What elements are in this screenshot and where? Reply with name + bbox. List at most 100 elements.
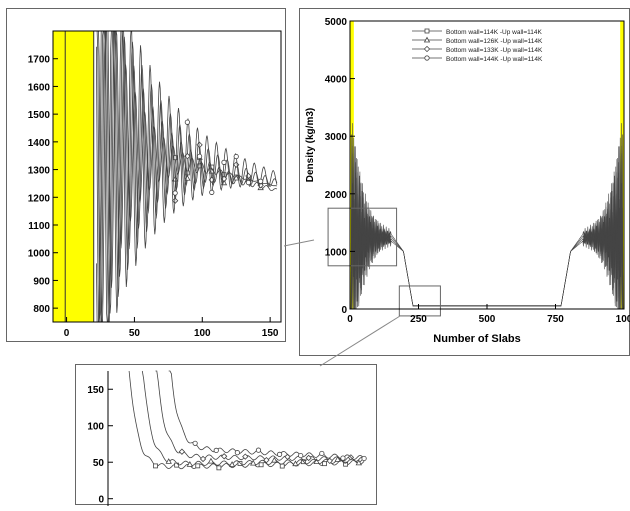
main-x-tick-label: 0: [347, 314, 353, 325]
bottom-inset-marker: [213, 447, 219, 453]
main-y-tick-label: 2000: [325, 190, 348, 201]
bottom-inset-y-tick-label: 0: [98, 495, 104, 506]
bottom-inset-y-tick-label: 50: [93, 458, 105, 469]
bottom-inset-marker: [192, 440, 198, 446]
main-y-axis-label: Density (kg/m3): [305, 108, 316, 182]
legend-entry-label: Bottom wall=126K -Up wall=114K: [446, 38, 543, 45]
bottom-inset-marker: [174, 462, 180, 468]
left-inset-marker: [245, 179, 252, 186]
main-density-chart: 0 250 500 750 100010002000300040005000Number…: [305, 17, 630, 345]
left-inset-marker: [196, 153, 203, 159]
legend-entry-label: Bottom wall=114K -Up wall=114K: [446, 29, 543, 36]
left-inset-wall-band: [53, 31, 66, 322]
left-zoom-chart: 0 50 100 150 800 900 1000 1100 1200 1300 1400 1500 1…: [28, 30, 282, 339]
bottom-inset-marker: [186, 461, 194, 467]
left-inset-y-tick-label: 1000: [28, 249, 51, 260]
bottom-inset-marker: [326, 457, 333, 465]
bottom-inset-marker: [279, 463, 285, 469]
left-inset-marker: [258, 178, 264, 184]
left-inset-y-tick-label: 1200: [28, 193, 51, 204]
bottom-inset-marker: [228, 461, 236, 467]
density-series-line: [350, 137, 624, 310]
bottom-inset-marker: [298, 452, 304, 459]
bottom-inset-marker: [343, 461, 349, 467]
left-inset-series-line: [96, 30, 278, 323]
main-x-tick-label: 750: [547, 314, 564, 325]
left-inset-marker: [172, 155, 178, 161]
left-inset-y-tick-label: 900: [33, 276, 50, 287]
left-inset-y-tick-label: 800: [33, 304, 50, 315]
left-inset-marker: [209, 189, 215, 195]
bottom-inset-marker: [234, 450, 240, 456]
legend-entry-label: Bottom wall=133K -Up wall=114K: [446, 47, 543, 54]
bottom-inset-y-tick-label: 100: [87, 422, 104, 433]
bottom-inset-marker: [263, 456, 270, 464]
density-series-line: [350, 123, 624, 310]
left-inset-wall-band: [65, 31, 94, 322]
bottom-inset-marker: [220, 453, 228, 460]
left-inset-y-tick-label: 1300: [28, 166, 51, 177]
left-inset-x-tick-label: 100: [194, 328, 211, 339]
bottom-inset-marker: [271, 456, 278, 463]
legend-marker: [424, 55, 430, 61]
bottom-inset-marker: [165, 458, 172, 464]
bottom-zoom-panel: 0 50 100 150: [75, 364, 377, 506]
left-inset-y-tick-label: 1600: [28, 82, 51, 93]
bottom-inset-marker: [355, 459, 362, 466]
bottom-inset-marker: [207, 457, 215, 464]
zoom-box-left: [327, 207, 398, 267]
legend-marker: [423, 36, 431, 43]
left-inset-y-tick-label: 1100: [28, 221, 50, 232]
bottom-zoom-chart: 0 50 100 150: [87, 370, 367, 506]
bottom-inset-marker: [237, 461, 243, 466]
bottom-inset-series-line: [141, 370, 365, 466]
bottom-inset-marker: [322, 461, 327, 467]
left-zoom-panel: 0 50 100 150 800 900 1000 1100 1200 1300 1400 1500 1…: [6, 8, 286, 342]
bottom-inset-marker: [313, 458, 320, 464]
left-inset-y-tick-label: 1500: [28, 110, 51, 121]
bottom-inset-series-line: [168, 370, 365, 460]
left-inset-frame: [52, 30, 282, 323]
bottom-inset-marker: [195, 463, 201, 469]
bottom-inset-marker: [334, 456, 341, 462]
left-inset-marker: [233, 174, 240, 181]
legend-entry-label: Bottom wall=144K -Up wall=114K: [446, 56, 543, 63]
bottom-inset-marker: [178, 448, 186, 455]
bottom-inset-marker: [277, 451, 283, 458]
bottom-inset-marker: [250, 459, 257, 466]
bottom-inset-marker: [258, 462, 264, 468]
bottom-inset-marker: [340, 455, 346, 461]
density-series-line: [350, 152, 624, 310]
bottom-inset-marker: [292, 460, 299, 467]
main-x-tick-label: 100: [616, 314, 630, 325]
bottom-inset-marker: [361, 455, 367, 462]
main-y-tick-label: 5000: [325, 17, 348, 28]
main-y-tick-label: 1000: [325, 247, 348, 258]
legend-marker: [423, 45, 431, 53]
main-x-tick-label: 250: [410, 314, 427, 325]
bottom-inset-marker: [242, 453, 249, 460]
left-inset-x-tick-label: 150: [262, 328, 279, 339]
bottom-inset-y-tick-label: 150: [87, 385, 104, 396]
bottom-inset-marker: [199, 455, 207, 463]
main-y-tick-label: 0: [341, 305, 347, 316]
left-inset-series-line: [96, 30, 278, 323]
main-y-tick-label: 3000: [325, 132, 348, 143]
left-inset-marker: [184, 174, 191, 181]
bottom-inset-marker: [305, 454, 312, 462]
bottom-inset-marker: [216, 465, 222, 471]
bottom-inset-marker: [319, 450, 325, 457]
legend-marker: [424, 28, 430, 34]
main-x-axis-label: Number of Slabs: [433, 333, 520, 345]
zoom-box-bottom: [398, 285, 441, 317]
bottom-inset-marker: [255, 447, 262, 453]
left-inset-y-tick-label: 1400: [28, 138, 51, 149]
left-inset-marker: [257, 182, 264, 189]
left-inset-marker: [184, 119, 190, 125]
bottom-inset-series-line: [128, 370, 365, 470]
left-inset-marker: [233, 153, 239, 160]
bottom-inset-series-line: [155, 370, 365, 462]
left-inset-marker: [172, 190, 178, 196]
left-inset-marker: [196, 141, 203, 149]
main-y-tick-label: 4000: [325, 75, 348, 86]
